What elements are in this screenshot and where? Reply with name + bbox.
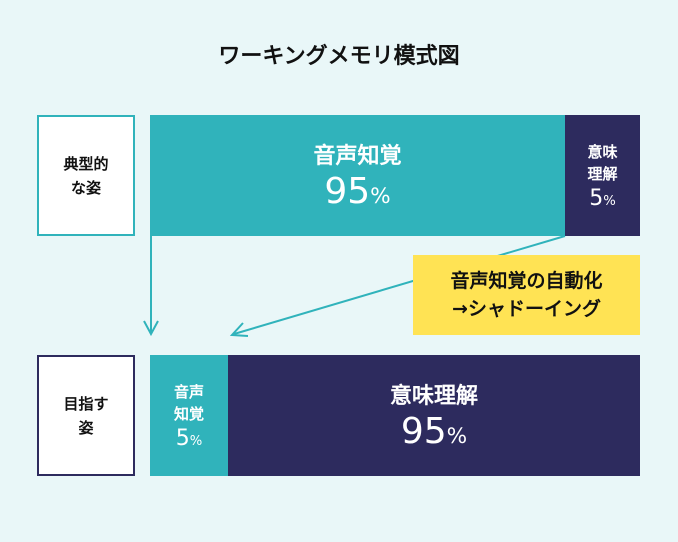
note-line1: 音声知覚の自動化 <box>450 269 603 292</box>
typical-perception-segment: 音声知覚 95% <box>150 115 565 236</box>
note-line2: →シャドーイング <box>452 298 601 320</box>
goal-label-line1: 目指す <box>63 394 109 413</box>
diagonal-arrow <box>233 235 566 335</box>
typical-label-line1: 典型的 <box>63 154 109 173</box>
vertical-arrowhead-icon <box>143 320 159 337</box>
segment-label-line1: 意味 <box>587 142 618 161</box>
goal-label: 目指す姿 <box>37 355 135 476</box>
segment-label-line2: 理解 <box>587 165 618 183</box>
segment-unit: % <box>189 433 203 449</box>
goal-label-line2: 姿 <box>78 418 94 437</box>
segment-unit: % <box>370 183 391 209</box>
goal-perception-segment: 音声 知覚 5% <box>150 355 228 476</box>
segment-value: 95 <box>400 410 447 452</box>
segment-unit: % <box>603 193 616 209</box>
segment-label-line1: 音声 <box>173 382 204 401</box>
diagram-title: ワーキングメモリ模式図 <box>218 44 460 69</box>
segment-label-line2: 知覚 <box>173 405 204 423</box>
segment-unit: % <box>446 423 468 449</box>
segment-label: 音声知覚 <box>313 143 402 169</box>
typical-label: 典型的 な姿 <box>37 115 135 236</box>
goal-meaning-segment: 意味理解 95% <box>228 355 640 476</box>
segment-value: 95 <box>324 170 371 212</box>
automation-note: 音声知覚の自動化 →シャドーイング <box>413 255 640 335</box>
segment-label: 意味理解 <box>389 383 478 409</box>
segment-value: 5 <box>175 425 190 451</box>
diagonal-arrowhead-icon <box>229 322 249 337</box>
typical-meaning-segment: 意味 理解 5% <box>565 115 640 236</box>
typical-label-line2: な姿 <box>70 178 101 197</box>
segment-value: 5 <box>589 185 604 211</box>
